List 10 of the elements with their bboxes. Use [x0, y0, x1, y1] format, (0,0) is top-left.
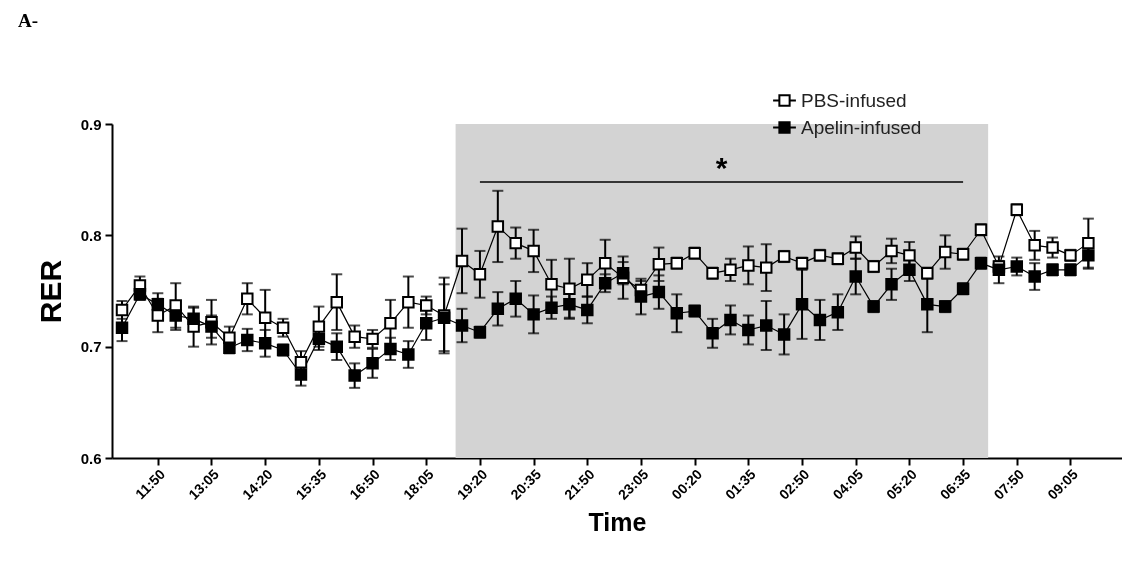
legend-label: Apelin-infused [801, 116, 922, 138]
y-tick-label: 0.8 [80, 226, 102, 244]
y-tick-label: 0.7 [80, 338, 102, 356]
annotation: * [715, 151, 728, 184]
y-tick-label: 0.6 [80, 449, 102, 467]
y-axis-title: RER [33, 259, 67, 324]
legend-label: PBS-infused [801, 89, 907, 111]
x-axis-title: Time [588, 507, 647, 536]
y-tick-label: 0.9 [80, 115, 102, 133]
text: A- [18, 10, 39, 32]
